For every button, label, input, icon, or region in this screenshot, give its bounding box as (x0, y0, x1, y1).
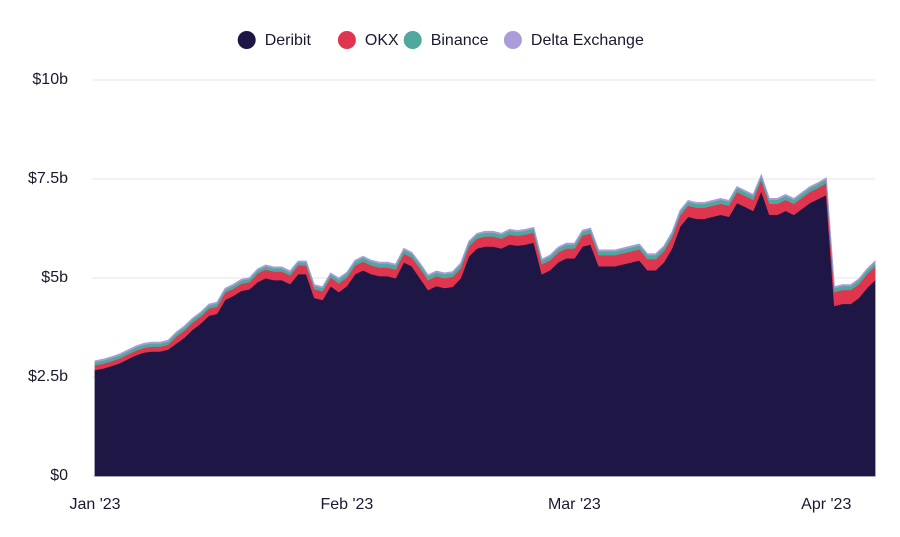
y-tick-label: $2.5b (28, 368, 68, 385)
x-tick-label: Mar '23 (548, 496, 601, 513)
legend-label: OKX (365, 32, 399, 49)
legend-marker (503, 31, 522, 49)
legend-label: Binance (431, 32, 489, 49)
legend-label: Delta Exchange (531, 32, 644, 49)
y-tick-label: $0 (50, 467, 68, 484)
x-tick-label: Feb '23 (320, 496, 373, 513)
legend-label: Deribit (265, 32, 312, 49)
y-tick-label: $10b (32, 71, 68, 88)
x-tick-label: Apr '23 (801, 496, 851, 513)
y-tick-label: $5b (41, 269, 68, 286)
area (94, 173, 876, 363)
legend-marker (237, 31, 256, 49)
legend-marker (403, 31, 422, 49)
legend-marker (337, 31, 356, 49)
y-tick-label: $7.5b (28, 170, 68, 187)
x-tick-label: Jan '23 (69, 496, 120, 513)
